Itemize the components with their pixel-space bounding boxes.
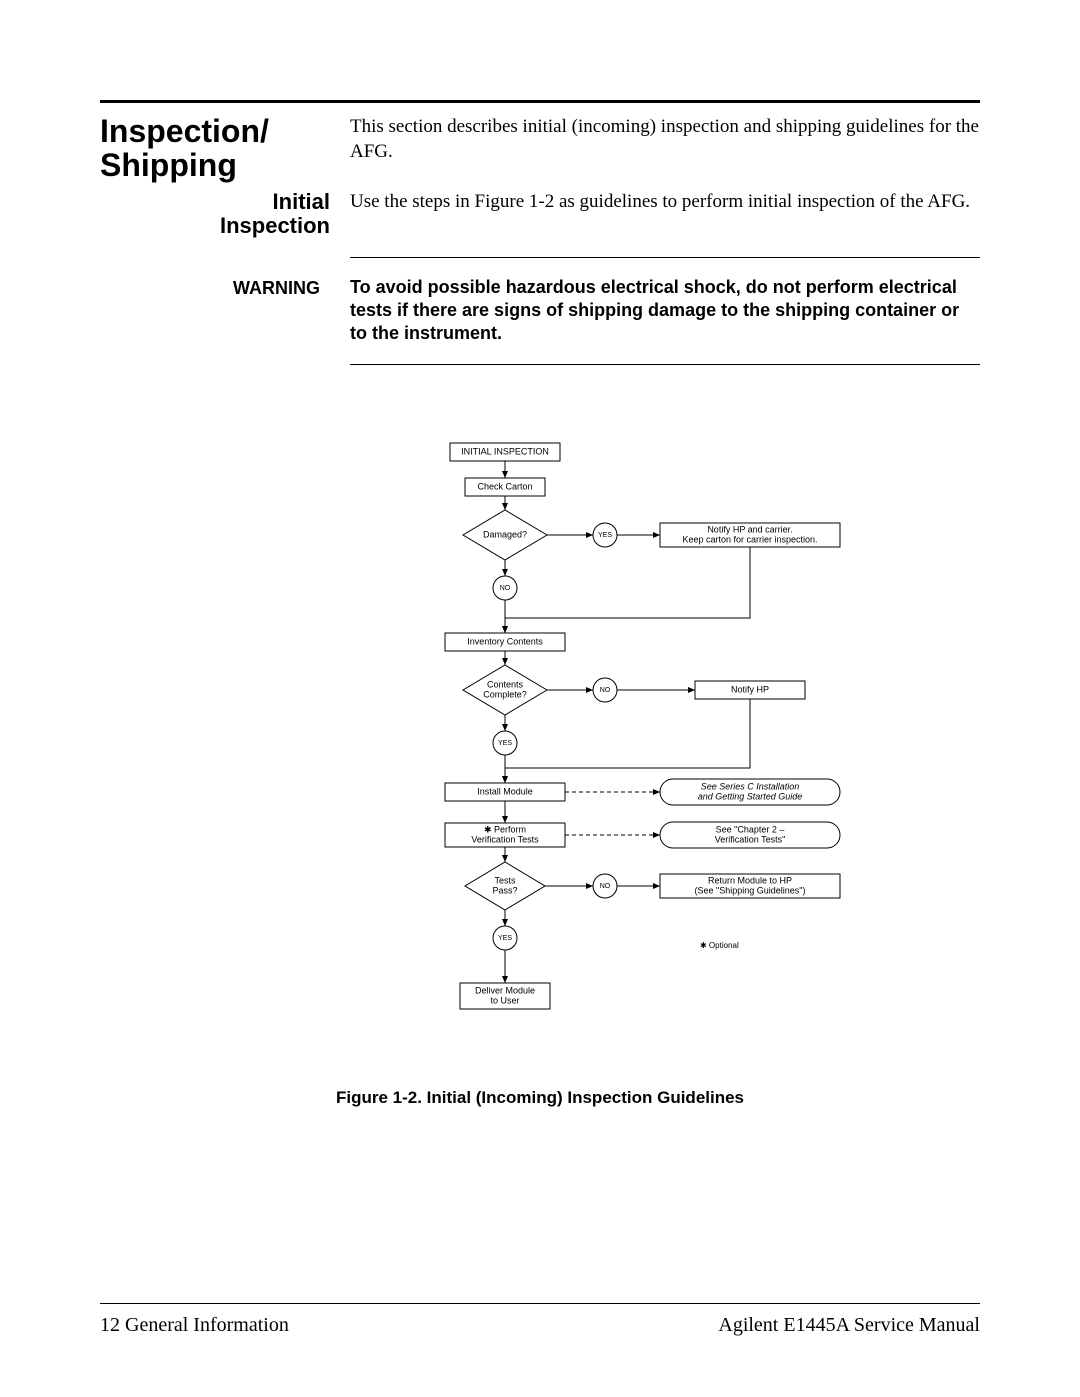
subsection-heading: Initial Inspection: [100, 182, 330, 238]
svg-text:Return Module to HP: Return Module to HP: [708, 875, 792, 885]
page-container: Inspection/ Shipping This section descri…: [0, 0, 1080, 1397]
svg-text:Contents: Contents: [487, 679, 524, 689]
svg-text:Notify HP and carrier.: Notify HP and carrier.: [707, 524, 792, 534]
flowchart-svg: INITIAL INSPECTION Check Carton Damaged? YE…: [360, 423, 880, 1043]
svg-text:Verification Tests: Verification Tests: [471, 834, 539, 844]
footer-right: Agilent E1445A Service Manual: [718, 1314, 980, 1337]
svg-text:NO: NO: [600, 883, 611, 890]
svg-text:(See "Shipping Guidelines"): (See "Shipping Guidelines"): [695, 885, 806, 895]
svg-text:NO: NO: [600, 687, 611, 694]
svg-text:Pass?: Pass?: [492, 885, 517, 895]
footer-left: 12 General Information: [100, 1314, 289, 1337]
svg-text:Check Carton: Check Carton: [477, 481, 532, 491]
rule-below-warning: [350, 364, 980, 365]
figure-wrap: INITIAL INSPECTION Check Carton Damaged? YE…: [350, 423, 980, 1048]
svg-text:INITIAL INSPECTION: INITIAL INSPECTION: [461, 446, 549, 456]
top-rule: [100, 100, 980, 103]
intro-text: This section describes initial (incoming…: [350, 115, 980, 182]
svg-text:Tests: Tests: [494, 875, 516, 885]
subsection-text: Use the steps in Figure 1-2 as guideline…: [350, 182, 980, 238]
warning-label: WARNING: [100, 276, 330, 346]
svg-text:Keep carton for carrier inspec: Keep carton for carrier inspection.: [682, 534, 817, 544]
svg-text:Damaged?: Damaged?: [483, 529, 527, 539]
svg-text:✱ Optional: ✱ Optional: [700, 941, 739, 950]
svg-text:✱ Perform: ✱ Perform: [484, 824, 526, 834]
figure-caption: Figure 1-2. Initial (Incoming) Inspectio…: [100, 1088, 980, 1108]
svg-text:Deliver Module: Deliver Module: [475, 985, 535, 995]
svg-text:YES: YES: [598, 532, 612, 539]
svg-text:Inventory Contents: Inventory Contents: [467, 636, 543, 646]
content-grid: Inspection/ Shipping This section descri…: [100, 115, 980, 1108]
page-footer: 12 General Information Agilent E1445A Se…: [100, 1303, 980, 1337]
svg-text:YES: YES: [498, 740, 512, 747]
svg-text:Verification Tests": Verification Tests": [715, 834, 786, 844]
svg-text:Notify HP: Notify HP: [731, 684, 769, 694]
svg-text:YES: YES: [498, 935, 512, 942]
svg-text:See "Chapter 2 –: See "Chapter 2 –: [716, 824, 785, 834]
svg-text:and Getting Started Guide: and Getting Started Guide: [698, 791, 803, 801]
section-heading: Inspection/ Shipping: [100, 115, 330, 182]
svg-text:Install Module: Install Module: [477, 786, 533, 796]
svg-text:See Series C Installation: See Series C Installation: [701, 781, 800, 791]
rule-above-warning: [350, 257, 980, 258]
svg-text:to User: to User: [490, 995, 519, 1005]
svg-text:Complete?: Complete?: [483, 689, 527, 699]
warning-text: To avoid possible hazardous electrical s…: [350, 276, 980, 346]
svg-text:NO: NO: [500, 585, 511, 592]
